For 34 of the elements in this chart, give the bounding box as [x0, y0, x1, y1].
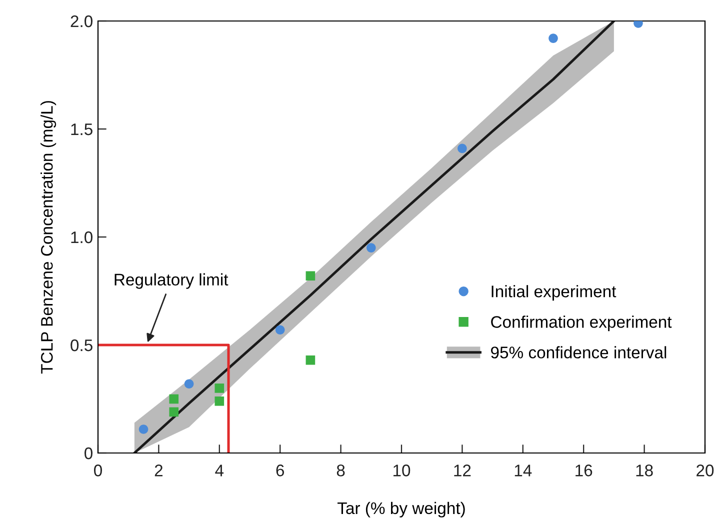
point	[214, 396, 224, 406]
point	[169, 394, 179, 404]
point	[138, 424, 148, 434]
x-tick-label: 18	[636, 464, 653, 476]
x-tick-label: 20	[696, 464, 714, 476]
x-tick-label: 16	[576, 464, 592, 476]
point	[306, 355, 316, 365]
point	[275, 325, 285, 335]
point	[306, 271, 316, 281]
x-tick-label: 2	[154, 464, 162, 476]
x-tick-label: 0	[94, 464, 102, 476]
point	[169, 407, 179, 417]
x-tick-label: 12	[454, 464, 471, 476]
annotation: Regulatory limit	[114, 273, 228, 289]
point	[214, 384, 224, 393]
y-tick-label: 1.0	[71, 231, 92, 244]
x-axis-title: Tar (% by weight)	[338, 502, 465, 518]
legend-label: Initial experiment	[492, 285, 616, 301]
point	[366, 243, 376, 252]
point	[184, 379, 194, 389]
point	[458, 144, 467, 154]
x-tick-label: 14	[514, 464, 532, 476]
y-tick-label: 2.0	[70, 15, 92, 28]
y-tick-label: 0	[84, 447, 92, 460]
y-tick-label: 0.5	[70, 339, 92, 352]
y-tick-label: 1.5	[71, 124, 92, 136]
x-tick-label: 6	[276, 464, 284, 476]
legend-label: Confirmation experiment	[491, 316, 672, 332]
x-tick-label: 4	[215, 464, 224, 476]
x-tick-label: 8	[336, 464, 345, 476]
legend-label: 95% confidence interval	[491, 346, 666, 358]
y-axis-title: TCLP Benzene Concentration (mg/L)	[40, 101, 56, 374]
point	[548, 34, 558, 43]
x-tick-label: 10	[394, 464, 410, 476]
